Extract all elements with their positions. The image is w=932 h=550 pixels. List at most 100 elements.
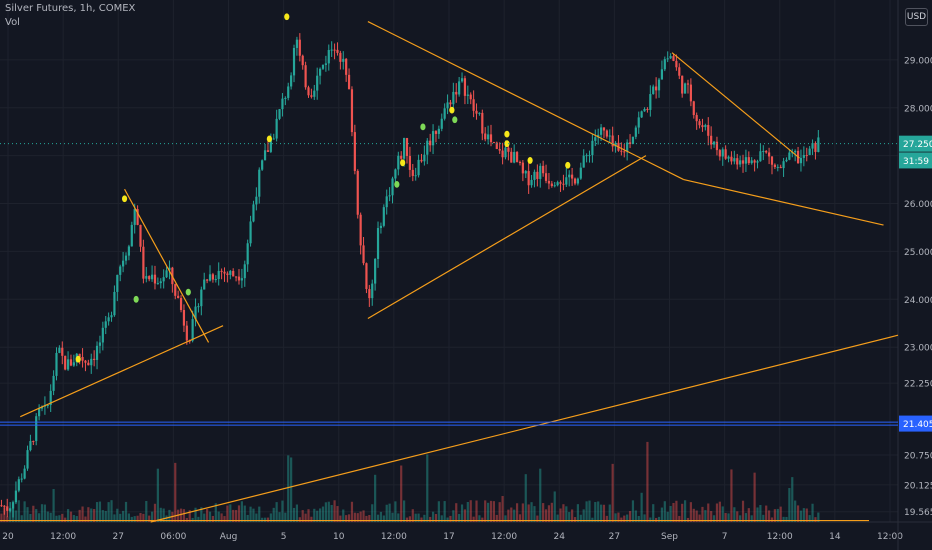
candle-body: [11, 502, 15, 509]
symbol-title[interactable]: Silver Futures, 1h, COMEX: [5, 3, 136, 14]
volume-bar: [429, 516, 432, 522]
volume-bar: [385, 504, 388, 522]
volume-bar: [11, 500, 15, 522]
volume-bar: [707, 503, 710, 522]
candle-body: [741, 160, 745, 164]
candle-body: [35, 416, 38, 442]
volume-bar: [620, 517, 623, 522]
candle-body: [339, 52, 342, 62]
volume-bar: [550, 502, 553, 522]
price-badge-label: 21.405: [903, 420, 932, 430]
candle-body: [93, 358, 96, 360]
candle-body: [266, 150, 270, 152]
volume-indicator-label[interactable]: Vol: [5, 17, 20, 28]
candle-body: [318, 68, 322, 76]
x-tick-label: 12:00: [50, 532, 76, 542]
volume-bar: [290, 457, 293, 522]
candle-body: [69, 359, 73, 366]
volume-bar: [3, 507, 6, 522]
volume-bar: [553, 491, 556, 522]
signal-marker: [565, 161, 571, 169]
volume-bar: [692, 508, 695, 522]
volume-bar: [524, 474, 527, 522]
candle-body: [104, 321, 107, 328]
volume-bar: [194, 507, 197, 522]
volume-bar: [481, 517, 484, 522]
x-tick-label: Sep: [661, 532, 678, 542]
volume-bar: [208, 511, 212, 522]
volume-bar: [162, 508, 165, 522]
candle-body: [542, 165, 545, 174]
candle-body: [78, 353, 81, 358]
candle-body: [544, 173, 548, 181]
volume-bar: [739, 515, 742, 522]
candle-body: [411, 169, 414, 176]
signal-marker: [121, 195, 128, 203]
y-tick-label: 29.000: [904, 56, 932, 66]
volume-bar: [498, 502, 501, 522]
candle-body: [423, 154, 426, 162]
candle-body: [61, 347, 64, 356]
candle-body: [701, 125, 704, 128]
volume-bar: [817, 512, 820, 522]
currency-button[interactable]: USD: [905, 8, 928, 26]
candle-body: [785, 159, 788, 162]
candle-body: [565, 177, 568, 185]
volume-bar: [753, 472, 756, 522]
volume-bar: [782, 516, 785, 522]
volume-bar: [492, 501, 495, 522]
candle-body: [449, 102, 452, 105]
candle-body: [579, 167, 582, 179]
volume-bar: [127, 513, 131, 522]
volume-bar: [75, 516, 78, 522]
volume-bar: [565, 506, 568, 522]
candle-body: [756, 161, 759, 163]
candle-body: [38, 408, 41, 417]
candle-body: [712, 141, 716, 145]
volume-bar: [339, 515, 342, 522]
candle-body: [98, 342, 102, 346]
candle-body: [249, 221, 252, 244]
volume-bar: [217, 511, 220, 522]
candle-body: [150, 274, 154, 280]
candle-body: [374, 258, 377, 284]
candle-body: [379, 225, 383, 229]
volume-bar: [614, 513, 617, 522]
candle-body: [133, 209, 136, 225]
candle-body: [710, 135, 713, 145]
volume-bar: [316, 510, 319, 522]
candle-body: [240, 278, 243, 281]
x-tick-label: 12:00: [381, 532, 407, 542]
candle-body: [605, 130, 608, 137]
volume-bar: [258, 506, 261, 522]
candle-body: [683, 83, 687, 94]
candle-body: [391, 178, 394, 196]
volume-bar: [119, 513, 122, 522]
candle-body: [321, 64, 325, 69]
volume-bar: [788, 488, 791, 522]
candle-body: [571, 174, 574, 179]
candle-body: [194, 306, 197, 320]
volume-bar: [591, 517, 594, 522]
volume-bar: [20, 515, 23, 522]
volume-bar: [139, 512, 142, 522]
volume-bar: [0, 513, 3, 522]
volume-bar: [568, 512, 571, 522]
volume-bar: [588, 500, 591, 522]
candle-body: [481, 112, 484, 134]
candle-body: [165, 270, 168, 278]
candle-body: [715, 141, 719, 151]
candle-body: [770, 156, 774, 165]
volume-bar: [414, 513, 417, 522]
volume-bar: [718, 501, 721, 522]
candle-body: [284, 97, 287, 99]
candle-body: [527, 171, 530, 186]
x-tick-label: 12:00: [767, 532, 793, 542]
candle-body: [382, 207, 385, 226]
volume-bar: [765, 505, 768, 522]
candle-body: [788, 152, 791, 160]
candle-body: [573, 178, 577, 184]
volume-bar: [43, 504, 46, 522]
signal-marker: [420, 123, 426, 131]
